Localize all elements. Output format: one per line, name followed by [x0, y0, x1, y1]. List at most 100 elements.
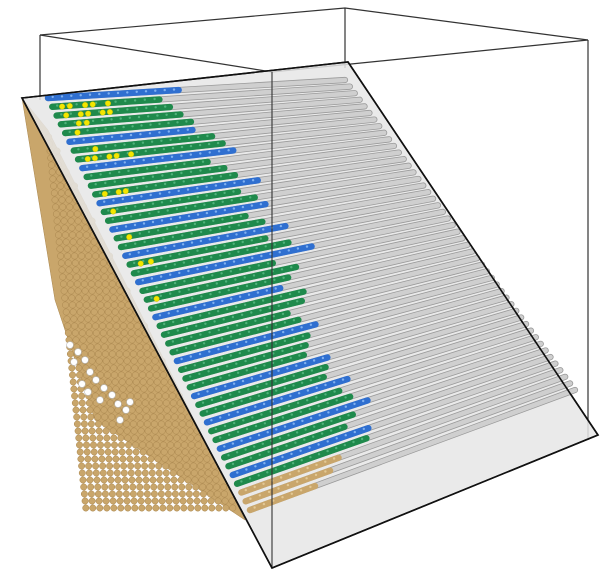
tan-sphere: [73, 413, 81, 421]
void-sphere: [126, 398, 134, 406]
sphere-highlight: [338, 426, 342, 429]
tan-sphere: [145, 504, 153, 512]
sphere-highlight: [257, 474, 260, 477]
sphere-highlight: [208, 238, 211, 241]
tan-sphere: [88, 497, 96, 505]
sphere-highlight: [279, 295, 283, 298]
sphere-highlight: [291, 328, 294, 331]
sphere-row: [57, 96, 363, 128]
sphere-highlight: [282, 330, 285, 334]
sphere-highlight: [249, 196, 252, 199]
sphere-highlight: [128, 116, 131, 120]
sphere-highlight: [288, 473, 292, 476]
tan-sphere: [180, 434, 188, 442]
sphere-highlight: [209, 229, 212, 232]
tan-sphere: [150, 420, 158, 428]
tan-sphere: [118, 441, 125, 449]
sphere-highlight: [256, 220, 259, 223]
tan-sphere: [99, 462, 107, 470]
tan-sphere: [169, 469, 177, 477]
tan-sphere: [78, 462, 86, 470]
sphere-highlight: [223, 262, 227, 265]
sphere-highlight: [140, 195, 143, 198]
tan-sphere: [183, 462, 191, 470]
sphere-highlight: [232, 260, 236, 263]
tan-sphere: [118, 448, 126, 456]
tan-sphere: [57, 189, 65, 197]
yellow-sphere: [115, 188, 122, 195]
sphere-highlight: [246, 248, 249, 252]
tan-sphere: [180, 504, 188, 512]
tan-sphere: [52, 203, 60, 211]
sphere-highlight: [254, 424, 258, 428]
tan-sphere: [122, 490, 130, 498]
tan-sphere: [113, 329, 121, 337]
tan-sphere: [105, 455, 113, 463]
sphere-highlight: [238, 295, 242, 298]
sphere-row: [152, 241, 471, 321]
tan-sphere: [117, 294, 125, 302]
sphere-highlight: [306, 466, 309, 470]
sphere-highlight: [312, 435, 315, 438]
sphere-highlight: [132, 142, 135, 145]
sphere-highlight: [135, 90, 138, 94]
tan-sphere: [139, 441, 146, 449]
sphere-highlight: [116, 108, 120, 112]
yellow-sphere: [82, 101, 89, 108]
tan-sphere: [95, 427, 103, 435]
sphere-highlight: [272, 458, 275, 462]
sphere-highlight: [156, 229, 160, 232]
void-sphere-cluster: [66, 341, 134, 424]
sphere-highlight: [229, 335, 233, 338]
tan-sphere: [77, 455, 85, 463]
tan-sphere: [158, 497, 166, 505]
tan-sphere: [153, 441, 160, 449]
tan-sphere: [88, 287, 96, 295]
tan-sphere: [127, 329, 135, 337]
sphere-highlight: [267, 490, 271, 494]
sphere-highlight: [226, 326, 230, 329]
tan-sphere: [144, 497, 152, 505]
sphere-highlight: [173, 181, 176, 184]
tan-sphere: [84, 245, 92, 253]
tan-sphere: [58, 196, 66, 204]
sphere-highlight: [343, 443, 346, 447]
tan-sphere: [206, 490, 214, 498]
sphere-highlight: [171, 235, 175, 239]
tan-sphere: [97, 308, 105, 316]
sphere-highlight: [265, 325, 269, 329]
tan-sphere: [154, 385, 162, 393]
sphere-highlight: [70, 94, 73, 98]
sphere-row: [186, 294, 510, 391]
tan-sphere: [94, 483, 102, 491]
tan-sphere: [103, 364, 111, 372]
sphere-highlight: [155, 248, 158, 251]
sphere-highlight: [101, 118, 104, 122]
sphere-highlight: [148, 132, 152, 135]
sphere-highlight: [319, 366, 323, 369]
tan-sphere: [103, 294, 111, 302]
tan-sphere: [71, 392, 79, 400]
tan-sphere: [149, 406, 157, 414]
sphere-highlight: [167, 121, 170, 125]
tan-sphere: [193, 497, 201, 505]
sphere-highlight: [148, 212, 151, 215]
tan-sphere: [192, 483, 200, 491]
sphere-highlight: [333, 390, 336, 393]
tan-sphere: [50, 182, 58, 190]
tan-sphere: [211, 469, 219, 477]
tan-sphere: [56, 245, 64, 253]
sphere-highlight: [296, 247, 300, 250]
sphere-highlight: [238, 390, 241, 394]
sphere-row: [92, 149, 402, 198]
green-sphere-segment: [74, 140, 226, 163]
tan-sphere: [220, 490, 228, 498]
tan-sphere: [192, 490, 200, 498]
tan-sphere: [143, 483, 151, 491]
sphere-highlight: [315, 396, 318, 399]
sphere-highlight: [228, 374, 231, 377]
tan-sphere: [185, 490, 193, 498]
sphere-highlight: [254, 319, 257, 322]
sphere-highlight: [309, 379, 312, 382]
tan-sphere: [65, 196, 73, 204]
